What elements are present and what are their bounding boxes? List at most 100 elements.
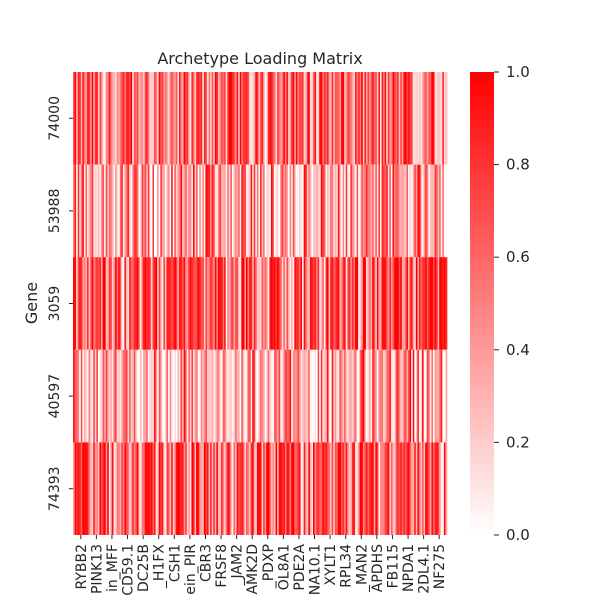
heatmap-cell	[270, 442, 273, 535]
column-tick-labels: RYBB2 PINK13 in_MFF CD59.1 DC25B _H1FX CSH1 ein…	[74, 535, 448, 596]
heatmap-cell	[362, 349, 365, 443]
heatmap-cell	[351, 72, 354, 165]
heatmap-cell	[135, 442, 138, 535]
heatmap-cell	[359, 72, 362, 165]
heatmap-cell	[228, 164, 231, 258]
heatmap-cell	[90, 72, 93, 165]
heatmap-cell	[397, 349, 400, 443]
heatmap-cell	[130, 442, 133, 535]
heatmap-cell	[83, 257, 86, 350]
heatmap-cell	[155, 72, 158, 165]
heatmap-cell	[367, 164, 370, 258]
heatmap-cell	[389, 442, 392, 535]
heatmap-cell	[122, 257, 125, 350]
heatmap-cell	[428, 442, 431, 535]
heatmap-cell	[96, 442, 99, 535]
heatmap-cell	[409, 442, 412, 535]
heatmap-cell	[227, 72, 230, 165]
heatmap-cell	[211, 257, 214, 350]
heatmap-cell	[138, 257, 141, 350]
heatmap-cell	[401, 349, 404, 443]
heatmap-cell	[214, 442, 217, 535]
heatmap-cell	[208, 349, 211, 443]
heatmap-cell	[166, 72, 169, 165]
heatmap-cell	[132, 72, 135, 165]
heatmap-cell	[436, 257, 438, 350]
heatmap-cell	[87, 257, 89, 350]
heatmap-cell	[437, 349, 440, 443]
heatmap-cell	[337, 257, 340, 350]
heatmap-cell	[111, 72, 114, 165]
heatmap-cell	[306, 164, 309, 258]
heatmap-cell	[432, 257, 435, 350]
heatmap-cell	[372, 72, 375, 165]
heatmap-cell	[113, 442, 116, 535]
heatmap-cell	[375, 442, 378, 535]
heatmap-cell	[356, 164, 359, 258]
heatmap-cell	[445, 164, 448, 258]
heatmap-cell	[136, 349, 139, 443]
heatmap-cell	[87, 72, 89, 165]
heatmap-cell	[242, 164, 245, 258]
heatmap-cell	[150, 164, 153, 258]
heatmap-cell	[216, 257, 219, 350]
heatmap-cell	[445, 257, 448, 350]
heatmap-cell	[291, 164, 294, 258]
heatmap-cell	[369, 257, 371, 350]
heatmap-cell	[97, 72, 100, 165]
heatmap-cell	[378, 349, 381, 443]
heatmap-cell	[261, 442, 264, 535]
heatmap-cell	[331, 442, 334, 535]
heatmap-cell	[423, 164, 426, 258]
heatmap-cell	[171, 349, 174, 443]
heatmap-cell	[403, 442, 406, 535]
heatmap-cell	[249, 164, 251, 258]
heatmap-cell	[140, 349, 142, 443]
heatmap-cell	[169, 164, 172, 258]
heatmap-cell	[300, 349, 303, 443]
heatmap-cell	[242, 349, 245, 443]
heatmap-cell	[298, 72, 301, 165]
heatmap-cell	[355, 257, 357, 350]
column-tick-label: _H1FX	[152, 544, 168, 589]
heatmap-cell	[432, 164, 435, 258]
heatmap-cell	[373, 72, 376, 165]
heatmap-cell	[386, 257, 389, 350]
heatmap-cell	[172, 442, 175, 535]
heatmap-cell	[328, 442, 331, 535]
heatmap-cell	[164, 72, 167, 165]
heatmap-cell	[325, 164, 328, 258]
heatmap-cell	[264, 72, 267, 165]
heatmap-cell	[121, 257, 124, 350]
heatmap-cell	[197, 72, 200, 165]
heatmap-cell	[358, 164, 361, 258]
heatmap-cell	[358, 349, 361, 443]
heatmap-cell	[104, 257, 107, 350]
heatmap-cell	[241, 257, 244, 350]
heatmap-cell	[376, 442, 379, 535]
heatmap-cell	[297, 72, 300, 165]
heatmap-cell	[233, 257, 236, 350]
heatmap-cell	[331, 257, 334, 350]
heatmap-cell	[278, 72, 281, 165]
heatmap-cell	[122, 442, 125, 535]
heatmap-cell	[417, 349, 420, 443]
heatmap-cell	[361, 72, 364, 165]
heatmap-cell	[344, 257, 347, 350]
heatmap-cell	[358, 72, 361, 165]
heatmap-cell	[133, 257, 136, 350]
heatmap-cell	[79, 349, 82, 443]
heatmap-cell	[113, 257, 116, 350]
heatmap-cell	[431, 72, 434, 165]
heatmap-cell	[252, 349, 255, 443]
heatmap-cell	[404, 72, 407, 165]
heatmap-cell	[369, 442, 371, 535]
heatmap-cell	[85, 72, 88, 165]
heatmap-cell	[102, 349, 105, 443]
heatmap-cell	[77, 442, 80, 535]
heatmap-cell	[205, 442, 208, 535]
heatmap-cell	[322, 72, 325, 165]
heatmap-cell	[224, 72, 227, 165]
heatmap-cell	[432, 442, 435, 535]
heatmap-cell	[420, 164, 423, 258]
